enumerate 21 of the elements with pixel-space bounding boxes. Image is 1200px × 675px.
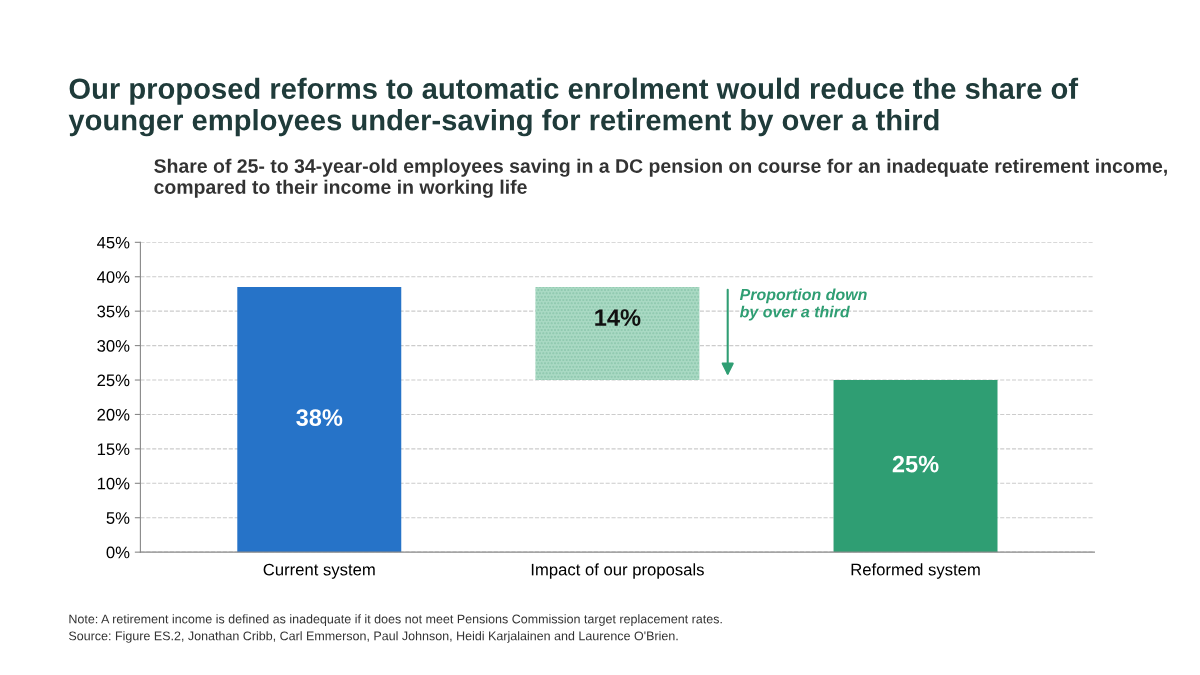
source-note: Source: Figure ES.2, Jonathan Cribb, Carl Emmerson, Paul Johnson, Heidi Karjalainen and Laurence O'Brien. — [68, 631, 678, 643]
data-label: 38% — [296, 409, 343, 426]
y-tick-label: 5% — [106, 512, 130, 524]
y-tick-label: 40% — [97, 271, 130, 283]
y-tick-label: 25% — [97, 374, 130, 387]
chart-title: Our proposed reforms to automatic enrolment would reduce the share of younger employees under-saving for retirement by over a third — [68, 77, 1079, 137]
x-tick-label: Impact of our proposals — [531, 563, 704, 579]
data-label: 25% — [892, 455, 939, 473]
text: Note: A retirement income is defined as inadequate if it does not meet Pensions Commission target replacement rates. — [69, 614, 722, 626]
chart-subtitle: Share of 25- to 34-year-old employees saving in a DC pension on course for an inadequate retirement income, compared to their income in working life — [154, 158, 1167, 198]
y-tick-label: 10% — [97, 477, 130, 490]
x-tick-label: Reformed system — [851, 563, 980, 579]
y-tick-label: 15% — [97, 443, 130, 456]
y-tick-label: 45% — [97, 236, 130, 249]
annotation: Proportion down by over a third — [739, 288, 867, 321]
y-tick-label: 35% — [97, 305, 130, 318]
y-tick-label: 0% — [106, 546, 130, 559]
y-tick-label: 20% — [97, 408, 130, 421]
y-tick-label: 30% — [97, 340, 130, 352]
data-label: 14% — [595, 309, 641, 326]
x-tick-label: Current system — [263, 563, 375, 579]
